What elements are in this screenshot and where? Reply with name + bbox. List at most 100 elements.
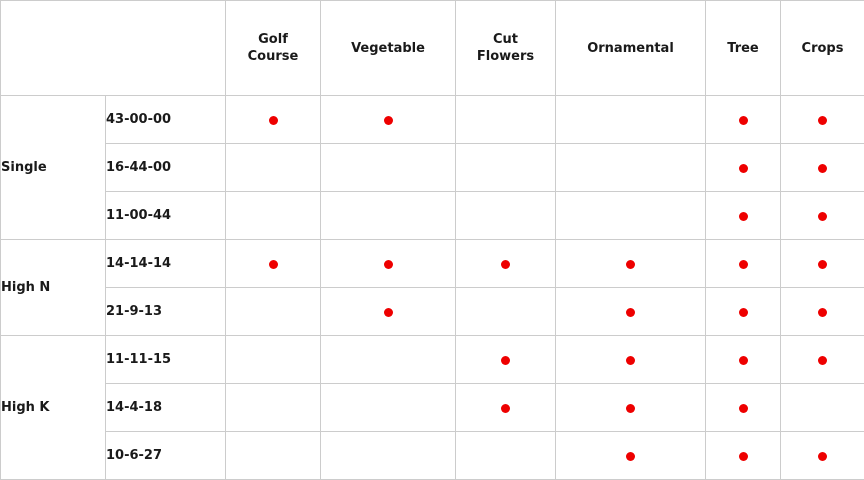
application-cell (225, 95, 321, 144)
dot-marker (383, 260, 393, 269)
formula-label: 21-9-13 (106, 304, 163, 319)
formula-label: 14-4-18 (106, 400, 163, 415)
dot-marker (818, 212, 827, 221)
application-cell (320, 239, 456, 288)
application-cell (455, 191, 556, 240)
application-cell (555, 239, 706, 288)
application-cell (455, 287, 556, 336)
dot-marker (501, 260, 510, 269)
group-label: Single (1, 160, 47, 175)
application-cell (320, 335, 456, 384)
column-header-ornamental: Ornamental (555, 0, 706, 96)
column-header-label: Ornamental (587, 40, 674, 56)
application-cell (705, 191, 781, 240)
formula-label: 11-11-15 (106, 352, 172, 367)
dot-marker (626, 260, 635, 269)
application-cell (780, 191, 864, 240)
dot-marker (626, 404, 635, 413)
application-cell (455, 239, 556, 288)
application-cell (225, 431, 321, 480)
formula-label: 14-14-14 (106, 256, 172, 271)
formula-label: 43-00-00 (106, 112, 172, 127)
application-cell (705, 287, 781, 336)
application-cell (320, 383, 456, 432)
application-cell (320, 143, 456, 192)
formula-cell: 10-6-27 (105, 431, 226, 480)
dot-marker (738, 308, 748, 317)
dot-marker (738, 356, 748, 365)
column-header-tree: Tree (705, 0, 781, 96)
table-row: High K 11-11-15 (0, 335, 864, 480)
table-row: 10-6-27 (1, 431, 864, 480)
column-header-label: Crops (801, 40, 844, 56)
application-cell (555, 143, 706, 192)
application-cell (455, 431, 556, 480)
formula-cell: 14-14-14 (105, 239, 226, 288)
application-cell (225, 191, 321, 240)
table-row: Single 43-00-00 (0, 95, 864, 240)
column-header-label: Tree (727, 40, 759, 56)
application-cell (555, 335, 706, 384)
application-cell (780, 383, 864, 432)
application-cell (555, 383, 706, 432)
dot-marker (501, 356, 510, 365)
dot-marker (818, 308, 827, 317)
dot-marker (738, 404, 748, 413)
group-label-cell: Single (0, 95, 106, 240)
dot-marker (383, 308, 393, 317)
application-cell (705, 383, 781, 432)
application-cell (320, 431, 456, 480)
application-cell (780, 143, 864, 192)
dot-marker (818, 452, 827, 461)
dot-marker (626, 356, 635, 365)
column-header-vegetable: Vegetable (320, 0, 456, 96)
dot-marker (738, 452, 748, 461)
application-cell (225, 239, 321, 288)
application-cell (225, 287, 321, 336)
dot-marker (383, 116, 393, 125)
application-cell (705, 335, 781, 384)
group-label: High K (1, 400, 50, 415)
application-cell (225, 383, 321, 432)
table-row: 11-00-44 (1, 191, 864, 240)
table-row: High N 14-14-14 (0, 239, 864, 336)
dot-marker (818, 260, 827, 269)
column-header-crops: Crops (780, 0, 864, 96)
application-cell (780, 431, 864, 480)
application-cell (555, 191, 706, 240)
column-header-label: Cut Flowers (476, 32, 535, 64)
application-cell (455, 335, 556, 384)
group-label-cell: High K (0, 335, 106, 480)
application-cell (780, 287, 864, 336)
application-cell (705, 143, 781, 192)
formula-cell: 11-00-44 (105, 191, 226, 240)
dot-marker (268, 116, 278, 125)
column-header-label: Vegetable (351, 40, 425, 56)
dot-marker (818, 356, 827, 365)
application-cell (705, 95, 781, 144)
application-cell (705, 239, 781, 288)
dot-marker (268, 260, 278, 269)
formula-label: 10-6-27 (106, 448, 163, 463)
application-cell (780, 239, 864, 288)
dot-marker (626, 452, 635, 461)
dot-marker (738, 260, 748, 269)
column-header-golf-course: Golf Course (225, 0, 321, 96)
table-row: 14-4-18 (1, 383, 864, 432)
application-cell (320, 287, 456, 336)
table-head: Golf Course Vegetable Cut Flowers Ornamenta… (0, 0, 864, 96)
header-row: Golf Course Vegetable Cut Flowers Ornamenta… (0, 0, 864, 96)
dot-marker (738, 212, 748, 221)
dot-marker (501, 404, 510, 413)
formula-cell: 16-44-00 (105, 143, 226, 192)
dot-marker (738, 116, 748, 125)
table-row: 16-44-00 (1, 143, 864, 192)
column-header-cut-flowers: Cut Flowers (455, 0, 556, 96)
application-cell (225, 335, 321, 384)
application-cell (780, 335, 864, 384)
corner-cell (0, 0, 226, 96)
dot-marker (818, 164, 827, 173)
formula-label: 16-44-00 (106, 160, 172, 175)
dot-marker (738, 164, 748, 173)
